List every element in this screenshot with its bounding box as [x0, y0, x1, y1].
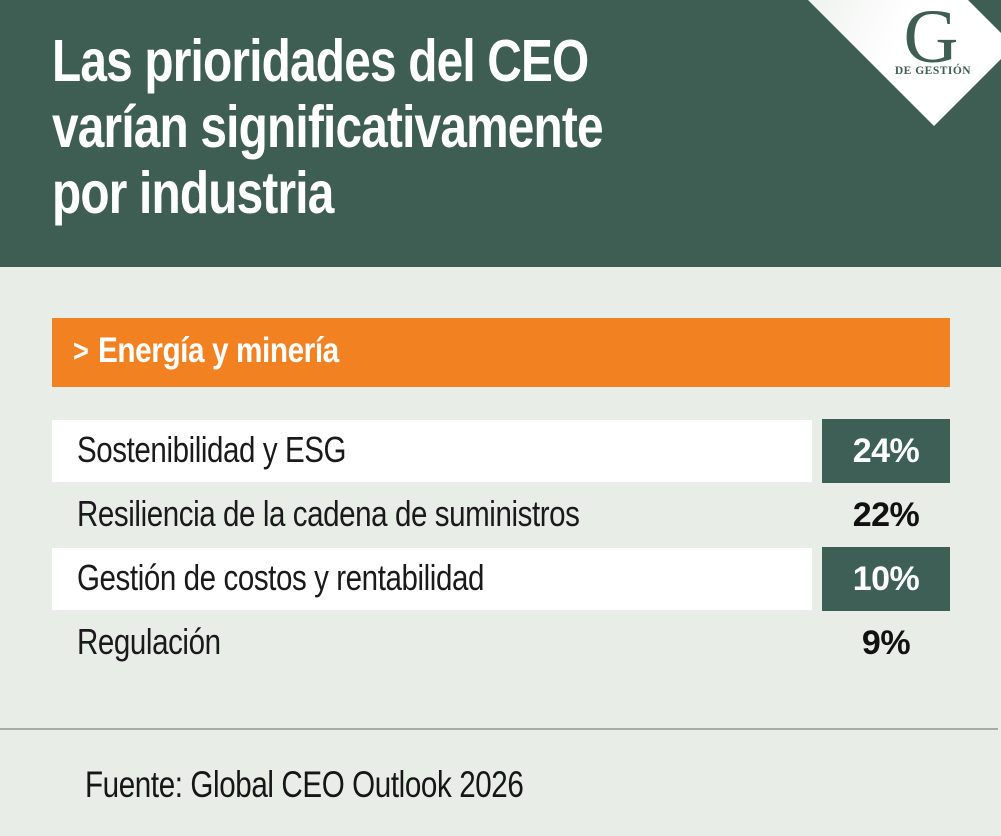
page-title-line-3: por industria: [52, 160, 334, 226]
priority-row: Resiliencia de la cadena de suministros …: [52, 483, 950, 547]
priority-label: Gestión de costos y rentabilidad: [77, 557, 484, 599]
priority-list: Sostenibilidad y ESG 24% Resiliencia de …: [52, 419, 950, 675]
row-stripe-background: [52, 548, 812, 610]
industry-banner: > Energía y minería: [52, 318, 950, 387]
priority-row: Gestión de costos y rentabilidad 10%: [52, 547, 950, 611]
chevron-right-icon: >: [73, 333, 89, 369]
priority-value-badge: 24%: [822, 419, 950, 483]
header-band: Las prioridades del CEO varían significa…: [0, 0, 1001, 267]
priority-row: Sostenibilidad y ESG 24%: [52, 419, 950, 483]
priority-label: Resiliencia de la cadena de suministros: [77, 493, 580, 535]
priority-label: Regulación: [77, 621, 221, 663]
priority-label: Sostenibilidad y ESG: [77, 429, 347, 471]
source-attribution: Fuente: Global CEO Outlook 2026: [85, 764, 524, 805]
gestion-logo-letter: G: [903, 0, 959, 79]
priority-value-badge: 10%: [822, 547, 950, 611]
page-title-line-2: varían significativamente: [52, 94, 604, 160]
gestion-logo-wordmark: DE GESTIÓN: [894, 65, 972, 77]
priority-value: 22%: [852, 495, 920, 534]
footer-divider: [0, 728, 998, 730]
page-title: Las prioridades del CEO varían significa…: [52, 28, 604, 226]
gestion-logo-ribbon: G DE GESTIÓN: [808, 0, 1001, 126]
row-stripe-background: [52, 420, 812, 482]
priority-row: Regulación 9%: [52, 611, 950, 675]
priority-value: 9%: [861, 623, 911, 662]
industry-banner-label: Energía y minería: [97, 331, 339, 370]
page-title-line-1: Las prioridades del CEO: [52, 28, 589, 94]
